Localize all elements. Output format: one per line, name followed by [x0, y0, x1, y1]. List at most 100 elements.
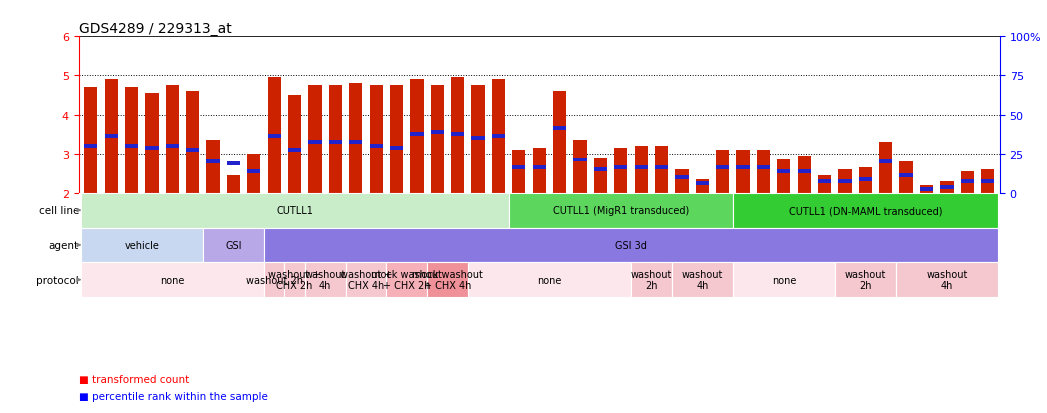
Bar [146, 147, 158, 150]
Text: mock washout
+ CHX 4h: mock washout + CHX 4h [413, 270, 483, 290]
Bar [247, 170, 261, 174]
Text: washout
4h: washout 4h [927, 270, 967, 290]
Text: cell line: cell line [39, 206, 79, 216]
Text: washout +
CHX 4h: washout + CHX 4h [339, 270, 393, 290]
Bar [920, 188, 933, 191]
Text: none: none [772, 275, 796, 285]
Bar [574, 140, 586, 193]
Bar [899, 162, 913, 193]
Bar [981, 180, 995, 183]
Bar [634, 147, 648, 193]
Text: washout
2h: washout 2h [845, 270, 886, 290]
Bar [634, 166, 648, 170]
Bar [757, 166, 770, 170]
Bar [798, 170, 810, 174]
Bar [981, 170, 995, 193]
Bar [329, 140, 342, 145]
Bar [654, 147, 668, 193]
Bar [716, 166, 730, 170]
Bar [227, 162, 240, 166]
Bar [675, 170, 689, 193]
Bar [818, 180, 831, 183]
Bar [654, 166, 668, 170]
Bar [512, 150, 526, 193]
Text: washout 2h: washout 2h [246, 275, 303, 285]
Bar [839, 170, 851, 193]
Bar [492, 135, 505, 139]
Bar [309, 140, 321, 145]
Text: washout +
CHX 2h: washout + CHX 2h [268, 270, 320, 290]
Bar [427, 263, 468, 297]
Bar [81, 193, 509, 228]
Bar [288, 148, 302, 152]
Bar [451, 133, 464, 137]
Bar [247, 154, 261, 193]
Bar [553, 92, 566, 193]
Text: agent: agent [49, 240, 79, 250]
Text: washout
4h: washout 4h [682, 270, 723, 290]
Bar [940, 185, 954, 190]
Bar [288, 96, 302, 193]
Bar [81, 228, 203, 263]
Text: CUTLL1: CUTLL1 [276, 206, 313, 216]
Bar [736, 166, 750, 170]
Bar [798, 156, 810, 193]
Bar [105, 80, 117, 193]
Bar [410, 133, 424, 137]
Bar [631, 263, 672, 297]
Bar [777, 170, 790, 174]
Bar [716, 150, 730, 193]
Text: GSI 3d: GSI 3d [615, 240, 647, 250]
Text: washout
4h: washout 4h [305, 270, 346, 290]
Bar [186, 148, 199, 152]
Bar [268, 78, 281, 193]
Bar [370, 145, 383, 148]
Bar [206, 140, 220, 193]
Bar [615, 166, 627, 170]
Bar [389, 147, 403, 150]
Bar [186, 92, 199, 193]
Text: ■ percentile rank within the sample: ■ percentile rank within the sample [79, 391, 267, 401]
Text: vehicle: vehicle [125, 240, 159, 250]
Bar [264, 228, 998, 263]
Text: protocol: protocol [37, 275, 79, 285]
Bar [165, 86, 179, 193]
Bar [492, 80, 505, 193]
Bar [533, 166, 545, 170]
Text: mock washout
+ CHX 2h: mock washout + CHX 2h [372, 270, 442, 290]
Bar [961, 180, 974, 183]
Bar [125, 145, 138, 148]
Bar [672, 263, 733, 297]
Text: GDS4289 / 229313_at: GDS4289 / 229313_at [79, 22, 231, 36]
Bar [471, 86, 485, 193]
Bar [553, 127, 566, 131]
Bar [386, 263, 427, 297]
Bar [920, 185, 933, 193]
Bar [206, 160, 220, 164]
Bar [757, 150, 770, 193]
Bar [879, 142, 892, 193]
Bar [84, 88, 97, 193]
Text: CUTLL1 (DN-MAML transduced): CUTLL1 (DN-MAML transduced) [788, 206, 942, 216]
Bar [533, 148, 545, 193]
Text: GSI: GSI [225, 240, 242, 250]
Bar [451, 78, 464, 193]
Bar [733, 263, 834, 297]
Bar [227, 176, 240, 193]
Text: none: none [160, 275, 184, 285]
Bar [675, 176, 689, 180]
Bar [264, 263, 285, 297]
Bar [349, 84, 362, 193]
Bar [736, 150, 750, 193]
Bar [471, 137, 485, 140]
Bar [594, 168, 607, 172]
Bar [165, 145, 179, 148]
Bar [309, 86, 321, 193]
Bar [370, 86, 383, 193]
Bar [430, 131, 444, 135]
Bar [389, 86, 403, 193]
Bar [695, 182, 709, 185]
Text: washout
2h: washout 2h [630, 270, 672, 290]
Bar [203, 228, 264, 263]
Bar [305, 263, 346, 297]
